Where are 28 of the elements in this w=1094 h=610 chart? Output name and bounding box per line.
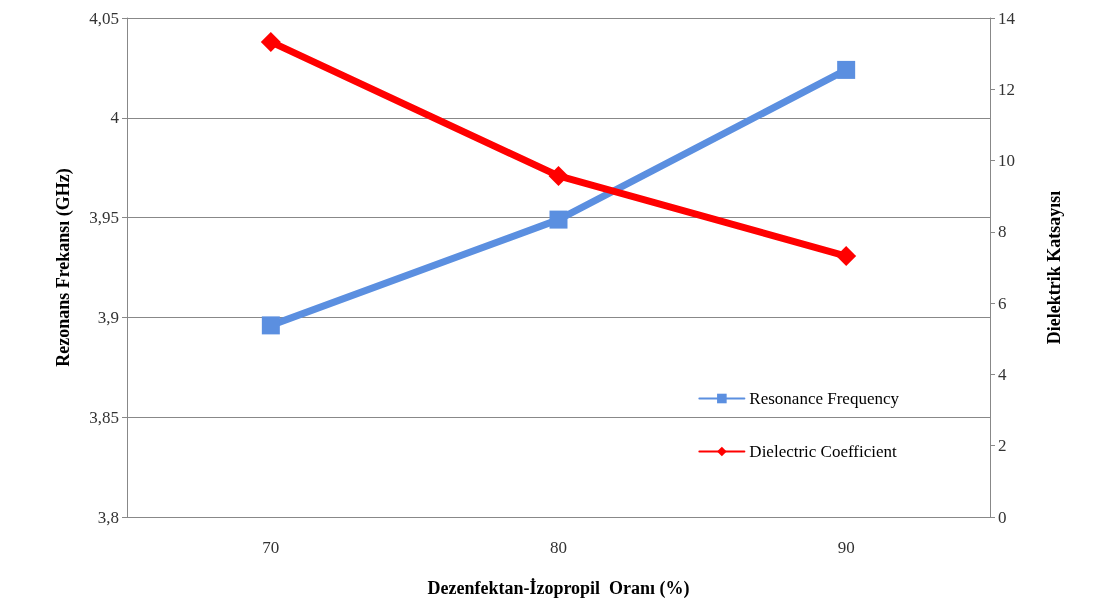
y-tick-label: 3,9	[97, 307, 119, 327]
y2-tick-label: 14	[998, 8, 1016, 28]
y2-tick-label: 12	[998, 79, 1015, 99]
point	[836, 246, 857, 267]
y-tick-label: 4,05	[89, 8, 119, 28]
point	[549, 210, 568, 229]
x-tick-label: 90	[837, 538, 855, 557]
x-tick-label: 80	[550, 538, 567, 557]
point	[837, 60, 856, 79]
y2-tick-label: 4	[998, 364, 1007, 384]
y2-tick-label: 10	[998, 151, 1015, 171]
y2-tick-label: 8	[998, 222, 1007, 242]
y2-axis-title: Dielektrik Katsayısı	[1044, 190, 1064, 345]
y2-tick-label: 6	[998, 293, 1007, 313]
point	[548, 165, 569, 186]
y-tick-label: 3,95	[89, 208, 119, 228]
legend-label: Dielectric Coefficient	[749, 442, 898, 461]
x-axis-title: Dezenfektan-İzopropil Oranı (%)	[427, 578, 690, 599]
y-tick-label: 3,85	[89, 407, 119, 427]
legend-label: Resonance Frequency	[749, 389, 900, 408]
x-tick-label: 70	[262, 538, 280, 557]
y2-tick-label: 0	[998, 507, 1007, 527]
y2-tick-label: 2	[998, 436, 1007, 456]
y-tick-label: 3,8	[97, 507, 119, 527]
point	[260, 31, 281, 52]
point	[261, 316, 280, 335]
y-tick-label: 4	[110, 108, 120, 128]
y-axis-title: Rezonans Frekansı (GHz)	[53, 168, 74, 367]
